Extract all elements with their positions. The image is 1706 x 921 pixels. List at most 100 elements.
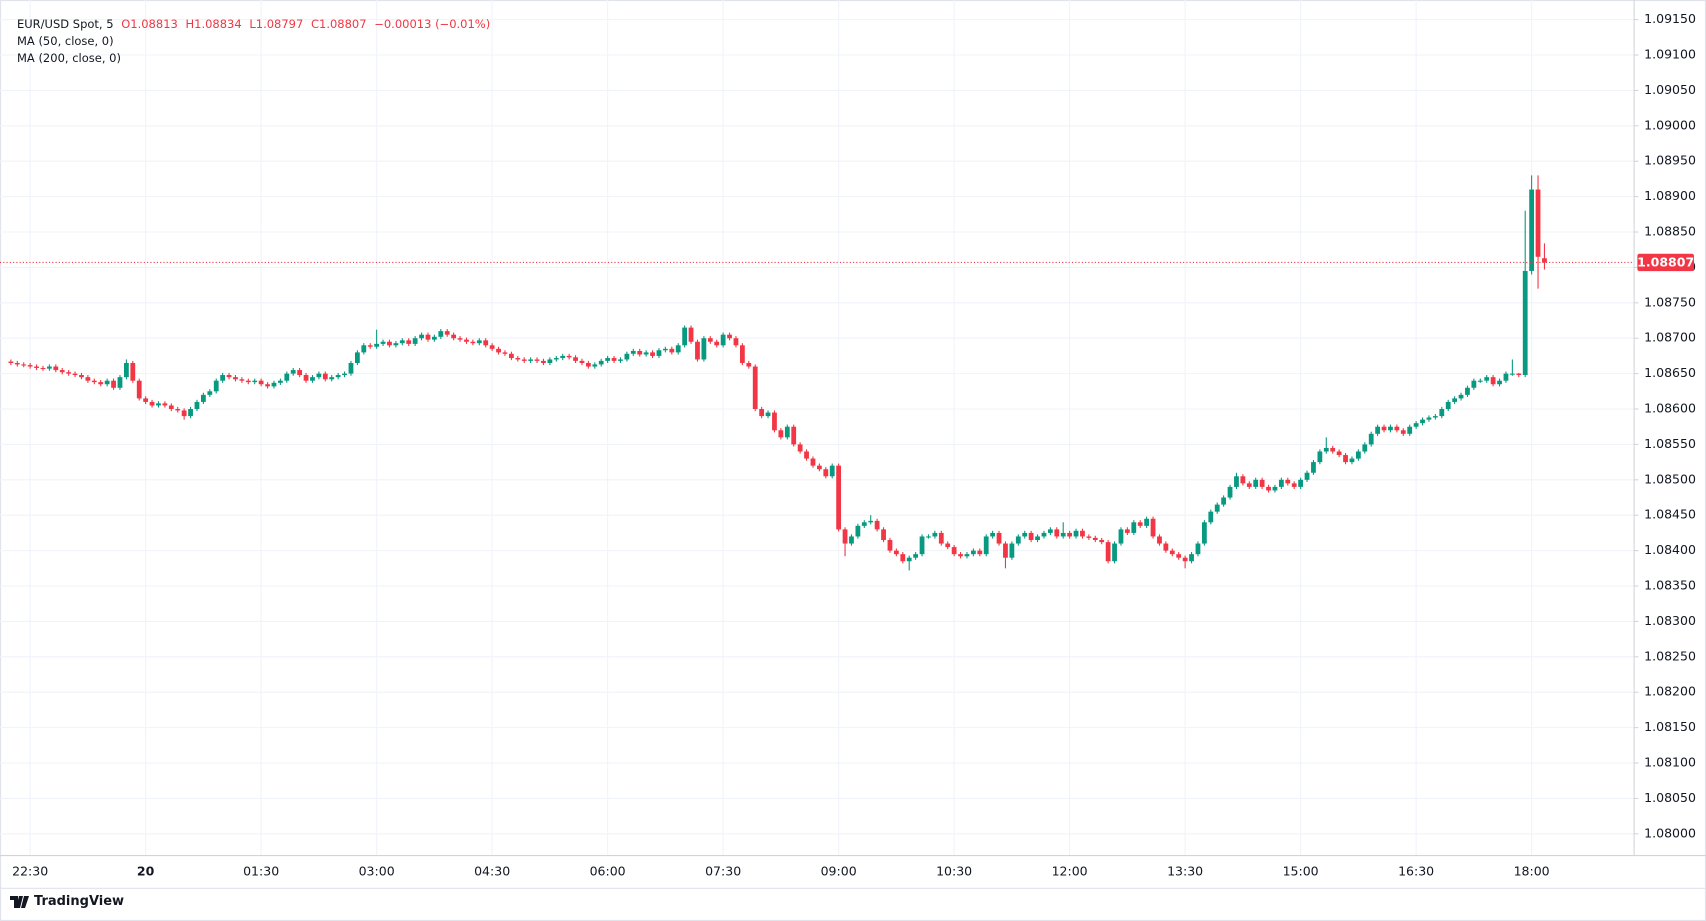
- candle-body: [1195, 543, 1201, 555]
- candle-body: [188, 409, 193, 417]
- candle-body: [1503, 373, 1509, 381]
- candle-body: [194, 401, 200, 410]
- candle-body: [810, 458, 816, 466]
- candle-body: [547, 359, 553, 363]
- candle-body: [1285, 479, 1291, 484]
- candle-body: [765, 412, 771, 417]
- candle-body: [624, 353, 630, 360]
- candle-body: [451, 334, 457, 339]
- candle-body: [53, 366, 59, 371]
- y-tick-label: 1.09000: [1644, 117, 1696, 132]
- x-tick-label: 06:00: [590, 863, 626, 878]
- candle-body: [701, 338, 707, 360]
- candle-body: [496, 348, 501, 353]
- candle-body: [823, 469, 829, 477]
- candle-body: [149, 401, 155, 406]
- candle-body: [1047, 529, 1053, 533]
- candle-body: [1394, 426, 1400, 431]
- candle-body: [900, 554, 906, 562]
- y-tick-label: 1.08850: [1644, 224, 1696, 239]
- y-tick-label: 1.08700: [1644, 330, 1696, 345]
- candle-body: [1477, 380, 1483, 382]
- candle-body: [913, 554, 919, 558]
- candle-body: [27, 365, 33, 367]
- candle-body: [746, 362, 752, 367]
- candle-body: [464, 339, 469, 342]
- candle-body: [977, 550, 983, 555]
- candle-body: [528, 359, 534, 361]
- indicator[interactable]: MA (50, close, 0): [17, 34, 114, 48]
- candle-body: [1041, 532, 1047, 537]
- candle-body: [1522, 270, 1528, 376]
- candle-body: [457, 338, 463, 340]
- candle-body: [970, 550, 976, 555]
- candle-body: [1355, 451, 1361, 459]
- candle-body: [476, 340, 482, 344]
- indicator[interactable]: MA (200, close, 0): [17, 51, 121, 65]
- x-tick-label: 20: [137, 863, 155, 878]
- y-tick-label: 1.08050: [1644, 790, 1696, 805]
- candle-body: [226, 375, 232, 378]
- candle-body: [502, 352, 508, 354]
- candle-body: [1137, 522, 1143, 526]
- y-tick-label: 1.09050: [1644, 82, 1696, 97]
- y-tick-label: 1.08300: [1644, 613, 1696, 628]
- candle-body: [521, 359, 527, 361]
- candle-body: [1317, 451, 1323, 463]
- candle-body: [1009, 543, 1015, 558]
- candle-body: [1144, 518, 1150, 526]
- candle-body: [1291, 483, 1297, 487]
- candle-body: [983, 536, 989, 555]
- x-tick-label: 13:30: [1167, 863, 1203, 878]
- candle-body: [1022, 532, 1028, 537]
- candle-body: [438, 331, 444, 337]
- candle-body: [271, 382, 277, 387]
- candle-body: [592, 364, 598, 367]
- candle-body: [1278, 479, 1284, 487]
- candle-body: [207, 391, 213, 395]
- candle-body: [1246, 483, 1252, 487]
- candle-body: [662, 348, 668, 351]
- candle-body: [1189, 554, 1194, 562]
- candle-body: [34, 366, 39, 368]
- symbol: EUR/USD Spot, 5: [17, 17, 114, 31]
- y-tick-label: 1.08550: [1644, 436, 1696, 451]
- candle-body: [1227, 486, 1233, 498]
- candle-body: [945, 543, 951, 548]
- y-tick-label: 1.09150: [1644, 11, 1696, 26]
- candle-body: [200, 394, 206, 402]
- candle-body: [1330, 447, 1336, 452]
- candle-body: [1150, 518, 1156, 537]
- candle-body: [1445, 401, 1451, 410]
- candle-body: [1080, 530, 1085, 537]
- candle-body: [1471, 380, 1477, 388]
- candle-body: [393, 343, 399, 346]
- candle-body: [804, 451, 809, 459]
- candle-body: [868, 520, 874, 523]
- candle-body: [630, 350, 636, 354]
- candle-body: [1497, 380, 1502, 385]
- candle-body: [181, 410, 187, 417]
- candle-body: [842, 529, 848, 544]
- y-tick-label: 1.08250: [1644, 648, 1696, 663]
- logo-text: TradingView: [34, 894, 125, 909]
- y-tick-label: 1.08100: [1644, 755, 1696, 770]
- candle-body: [560, 355, 566, 359]
- candle-body: [1311, 462, 1316, 473]
- x-tick-label: 18:00: [1514, 863, 1550, 878]
- candle-body: [72, 373, 78, 376]
- legend: EUR/USD Spot, 5 O1.08813 H1.08834 L1.087…: [17, 16, 490, 67]
- candle-body: [1298, 479, 1304, 487]
- candle-body: [245, 380, 251, 383]
- candle-body: [252, 380, 258, 383]
- candle-body: [598, 360, 604, 365]
- candle-body: [348, 362, 354, 374]
- candle-body: [784, 426, 790, 438]
- candle-body: [1028, 532, 1034, 540]
- y-tick-label: 1.08950: [1644, 153, 1696, 168]
- candle-body: [797, 444, 803, 452]
- candle-body: [849, 536, 854, 544]
- candle-body: [233, 377, 238, 380]
- logo[interactable]: TradingView: [10, 894, 124, 909]
